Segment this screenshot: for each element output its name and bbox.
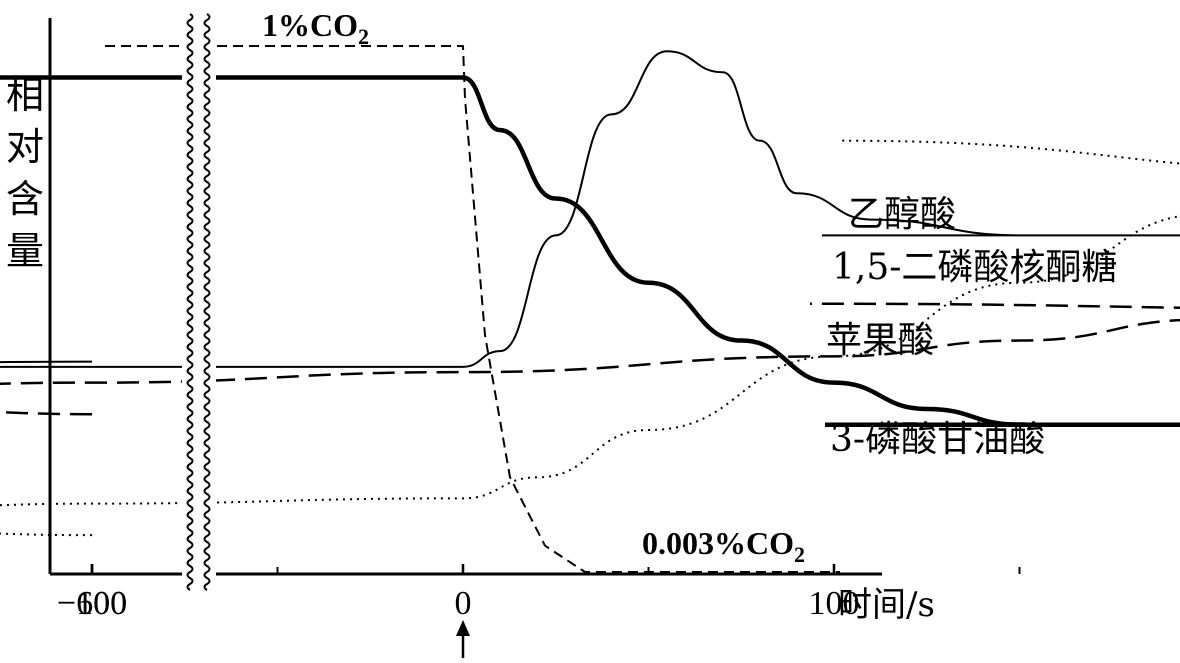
series-label: 苹果酸 [826, 320, 934, 361]
y-axis-label-char: 量 [6, 229, 44, 273]
axis-break-squiggle [203, 13, 211, 591]
y-axis-label-char: 相 [6, 73, 44, 117]
co2-low-subscript: 2 [794, 542, 805, 567]
co2-high-subscript: 2 [358, 24, 369, 49]
co2-low-label: 0.003%CO2 [642, 525, 805, 567]
x-tick-label: 0 [455, 585, 472, 622]
axis-break [182, 13, 216, 591]
co2-high-label: 1%CO2 [262, 7, 369, 49]
series-label: 1,5-二磷酸核酮糖 [832, 247, 1117, 288]
series-line-item [0, 139, 1180, 537]
series-line-item [0, 302, 1180, 416]
series-label: 乙醇酸 [848, 194, 956, 235]
series-line-item [0, 50, 1180, 368]
event-arrow-icon [456, 620, 470, 658]
series-line-item [0, 75, 1180, 427]
series-label: 3-磷酸甘油酸 [830, 419, 1045, 460]
y-axis-label-char: 对 [6, 125, 44, 169]
x-tick-label: −600 [57, 585, 127, 622]
x-tick-label: −100 [57, 585, 127, 622]
x-tick-label: 100 [809, 585, 860, 622]
x-axis-label: 时间/s [838, 585, 935, 625]
series-line-co2 [105, 45, 840, 573]
y-axis-label-char: 含 [6, 177, 44, 221]
axis-break-squiggle [186, 13, 194, 591]
